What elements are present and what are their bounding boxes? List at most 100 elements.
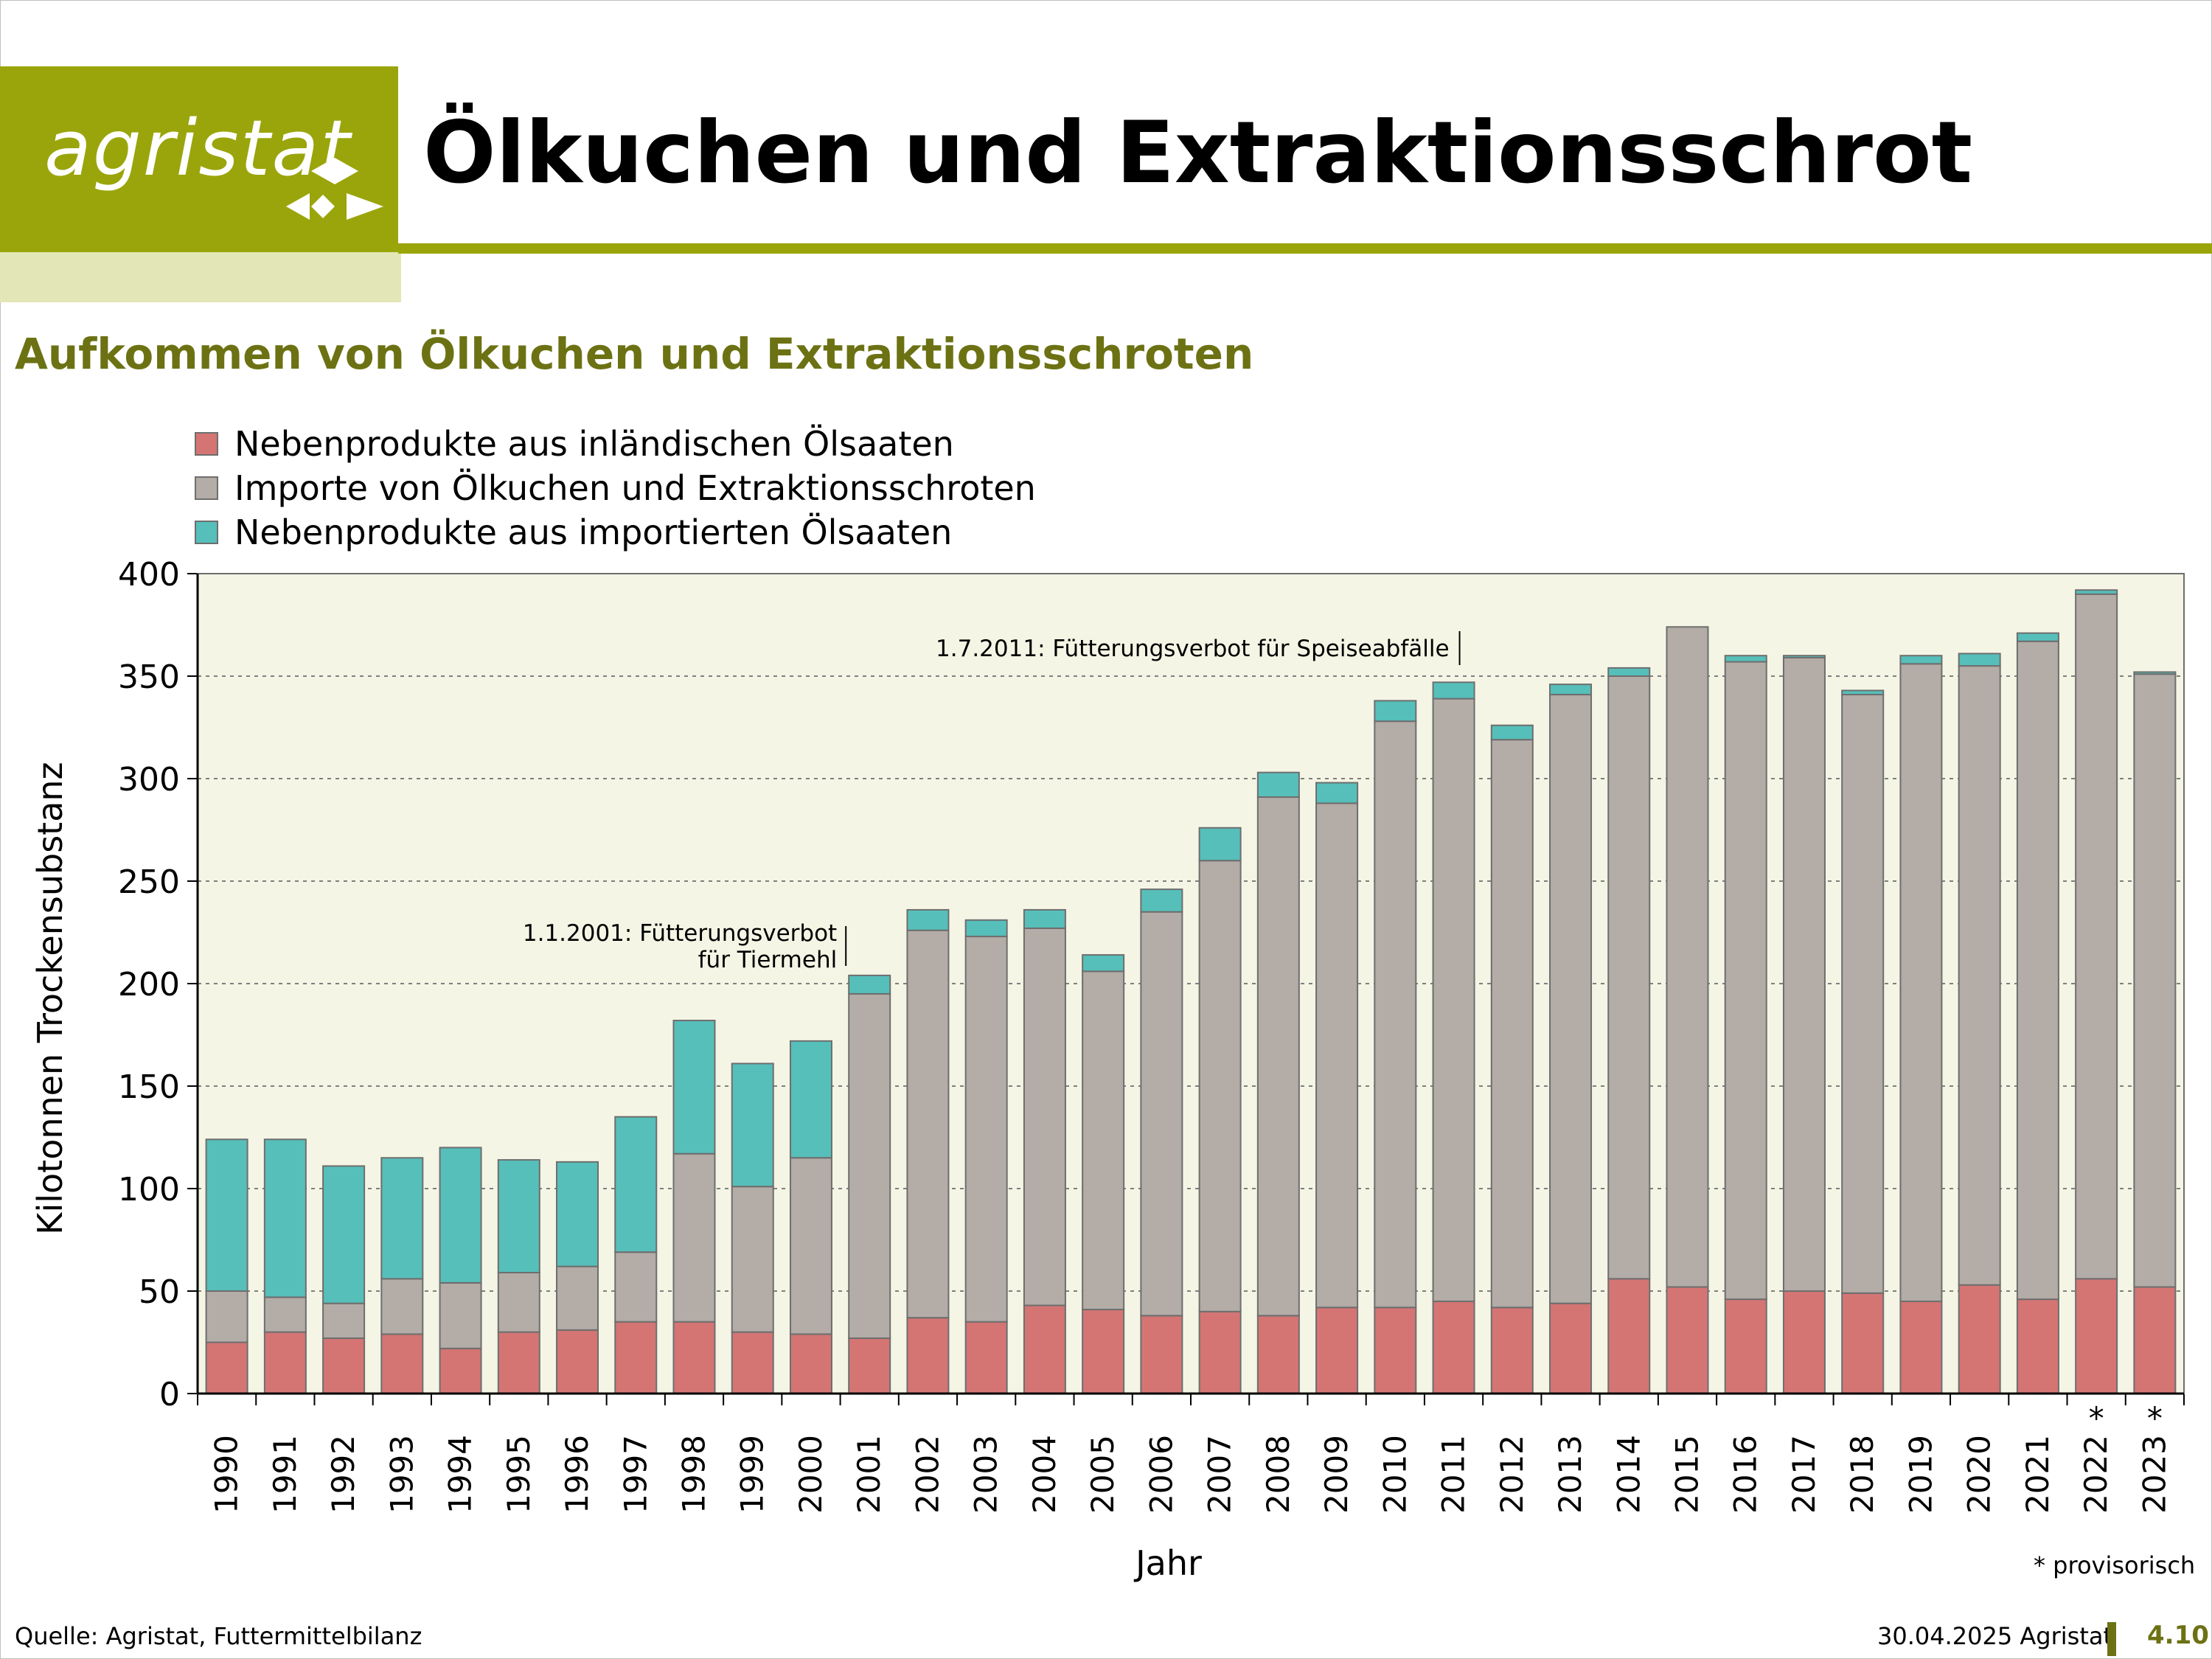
x-tick-label: 1992 xyxy=(325,1435,361,1514)
header-rule xyxy=(398,243,2212,254)
x-tick-label: 1993 xyxy=(383,1435,420,1514)
bar-segment xyxy=(1374,720,1417,1309)
bar-segment xyxy=(2133,671,2177,675)
bar-segment xyxy=(1607,667,1651,678)
bar-segment xyxy=(1666,626,1709,1288)
bar-segment xyxy=(1724,1298,1767,1394)
bar-segment xyxy=(2133,673,2177,1288)
bar-segment xyxy=(1841,1292,1885,1395)
x-tick-label: 2021 xyxy=(2020,1435,2056,1514)
bar-segment xyxy=(497,1159,540,1273)
bar-segment xyxy=(1490,739,1534,1309)
x-tick-label: 2022 xyxy=(2078,1435,2114,1514)
bar-segment xyxy=(1198,827,1242,862)
bar-segment xyxy=(906,929,950,1319)
bar-segment xyxy=(1899,663,1943,1302)
bar-segment xyxy=(1082,1309,1125,1395)
x-tick-label: 2020 xyxy=(1961,1435,1997,1514)
x-tick-label: 1990 xyxy=(209,1435,245,1514)
x-tick-label: 2014 xyxy=(1610,1435,1646,1514)
logo-underlay xyxy=(0,252,401,302)
bar-segment xyxy=(263,1296,307,1333)
annotation-2011-line: 1.7.2011: Fütterungsverbot für Speiseabf… xyxy=(936,636,1450,662)
bar-segment xyxy=(1315,1307,1359,1394)
x-tick-label: 2003 xyxy=(968,1435,1004,1514)
bar-segment xyxy=(1315,802,1359,1309)
bar-segment xyxy=(731,1062,774,1188)
x-tick-label: 2019 xyxy=(1902,1435,1938,1514)
y-axis-title: Kilotonnen Trockensubstanz xyxy=(30,762,70,1234)
bar-segment xyxy=(1607,675,1651,1280)
bar-segment xyxy=(1549,1302,1593,1395)
bar-segment xyxy=(672,1321,716,1394)
x-tick-label: 2004 xyxy=(1026,1435,1062,1514)
x-tick-label: 2009 xyxy=(1318,1435,1354,1514)
x-tick-label: 2010 xyxy=(1377,1435,1413,1514)
y-tick-label: 300 xyxy=(118,761,180,799)
bar-segment xyxy=(1256,771,1300,799)
y-tick-label: 50 xyxy=(139,1273,180,1311)
bar-segment xyxy=(1256,796,1300,1317)
y-tick-label: 350 xyxy=(118,658,180,696)
bar-segment xyxy=(263,1331,307,1394)
bar-segment xyxy=(1082,954,1125,973)
bar-segment xyxy=(2133,1286,2177,1394)
bar-segment xyxy=(380,1278,424,1335)
bar-segment xyxy=(1023,927,1066,1307)
bar-segment xyxy=(380,1333,424,1395)
y-tick-label: 150 xyxy=(118,1068,180,1106)
bar-segment xyxy=(205,1341,248,1394)
bar-segment xyxy=(1198,860,1242,1312)
bar-segment xyxy=(906,1317,950,1395)
bar-segment xyxy=(1782,1290,1826,1394)
x-tick-label: 2013 xyxy=(1552,1435,1588,1514)
logo-diamonds-icon xyxy=(286,158,383,220)
footer-divider xyxy=(2107,1622,2116,1656)
x-tick-label: 1997 xyxy=(617,1435,653,1514)
x-tick-label: 2015 xyxy=(1669,1435,1705,1514)
x-tick-label: 2000 xyxy=(793,1435,829,1514)
bar-segment xyxy=(439,1347,482,1394)
provisional-marker: * xyxy=(2089,1400,2104,1436)
bar-segment xyxy=(964,936,1008,1323)
bar-segment xyxy=(1958,665,2001,1286)
page-title: Ölkuchen und Extraktionsschrot xyxy=(423,103,1973,203)
bar-segment xyxy=(2016,632,2059,642)
x-tick-label: 1995 xyxy=(501,1435,537,1514)
x-tick-label: 2023 xyxy=(2136,1435,2172,1514)
annotation-2001-line: für Tiermehl xyxy=(698,947,838,973)
footer-date: 30.04.2025 Agristat xyxy=(1877,1622,2113,1650)
bar-segment xyxy=(1140,888,1183,913)
footer-source: Quelle: Agristat, Futtermittelbilanz xyxy=(15,1622,422,1650)
legend-item-inland: Nebenprodukte aus inländischen Ölsaaten xyxy=(195,422,1036,466)
footer-page-number: 4.10 xyxy=(2147,1621,2209,1650)
bar-segment xyxy=(497,1331,540,1394)
legend-swatch-imports xyxy=(195,476,218,500)
chart-legend: Nebenprodukte aus inländischen Ölsaaten … xyxy=(195,422,1036,554)
bar-segment xyxy=(1490,724,1534,741)
bar-segment xyxy=(906,908,950,931)
bar-segment xyxy=(672,1020,716,1155)
bar-segment xyxy=(1607,1278,1651,1394)
x-tick-label: 2006 xyxy=(1143,1435,1179,1514)
x-tick-label: 2012 xyxy=(1494,1435,1530,1514)
x-tick-label: 2018 xyxy=(1844,1435,1880,1514)
x-tick-label: 2011 xyxy=(1436,1435,1472,1514)
bar-segment xyxy=(439,1147,482,1284)
bar-segment xyxy=(964,919,1008,938)
bar-segment xyxy=(556,1265,599,1331)
bar-segment xyxy=(439,1281,482,1349)
bar-segment xyxy=(1899,655,1943,665)
y-tick-label: 200 xyxy=(118,966,180,1004)
x-tick-label: 1998 xyxy=(676,1435,712,1514)
bar-segment xyxy=(789,1157,832,1335)
bar-segment xyxy=(614,1116,658,1253)
bar-segment xyxy=(1841,689,1885,696)
x-tick-label: 1991 xyxy=(267,1435,303,1514)
bar-segment xyxy=(614,1321,658,1394)
bar-segment xyxy=(848,974,891,995)
bar-segment xyxy=(2016,640,2059,1301)
bar-segment xyxy=(1082,970,1125,1311)
bar-segment xyxy=(1023,1304,1066,1394)
provisional-marker: * xyxy=(2147,1400,2163,1436)
